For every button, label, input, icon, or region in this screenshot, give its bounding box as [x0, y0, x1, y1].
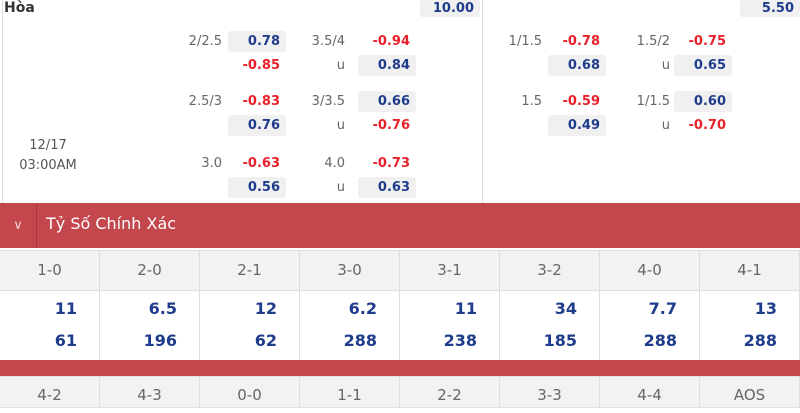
odds-value[interactable]: 0.49 — [548, 115, 606, 136]
under-label: u — [661, 118, 670, 133]
section-title: Tỷ Số Chính Xác — [46, 214, 177, 233]
odds-value[interactable]: 0.76 — [228, 115, 286, 136]
odds-value[interactable]: 12 — [254, 299, 277, 318]
odds-value[interactable]: 13 — [754, 299, 777, 318]
odds-value[interactable]: -0.94 — [372, 34, 410, 49]
score-odds-cell[interactable]: 34 185 — [500, 290, 600, 360]
score-label: 1-0 — [0, 251, 100, 290]
odds-value[interactable]: 196 — [143, 331, 177, 350]
score-label: 2-1 — [200, 251, 300, 290]
total-line: 1/1.5 — [636, 94, 670, 109]
section-header[interactable] — [0, 203, 800, 248]
score-label: 3-0 — [300, 251, 400, 290]
odds-value[interactable]: 11 — [54, 299, 77, 318]
odds-value[interactable]: 62 — [254, 331, 277, 350]
odds-value[interactable]: 0.60 — [674, 91, 732, 112]
odds-value[interactable]: 288 — [643, 331, 677, 350]
odds-value[interactable]: -0.78 — [562, 34, 600, 49]
score-label: 1-1 — [300, 377, 400, 407]
odds-value[interactable]: 185 — [543, 331, 577, 350]
score-label: 0-0 — [200, 377, 300, 407]
odds-value[interactable]: -0.76 — [372, 118, 410, 133]
under-label: u — [661, 58, 670, 73]
score-label: 2-0 — [100, 251, 200, 290]
odds-value[interactable]: 288 — [743, 331, 777, 350]
odds-value[interactable]: 288 — [343, 331, 377, 350]
chevron-down-icon[interactable]: ∨ — [0, 203, 37, 248]
total-line: 3/3.5 — [311, 94, 345, 109]
score-header-row-2: 4-2 4-3 0-0 1-1 2-2 3-3 4-4 AOS — [0, 376, 800, 408]
divider — [2, 0, 3, 203]
divider — [482, 0, 483, 203]
score-label: AOS — [700, 377, 800, 407]
under-label: u — [336, 118, 345, 133]
draw-odds-right[interactable]: 5.50 — [740, 0, 800, 17]
odds-value[interactable]: 0.63 — [358, 177, 416, 198]
score-odds-row: 11 61 6.5 196 12 62 6.2 288 11 238 34 185 7.7 288 13 28… — [0, 290, 800, 360]
odds-value[interactable]: 0.66 — [358, 91, 416, 112]
odds-value[interactable]: -0.63 — [242, 156, 280, 171]
score-odds-cell[interactable]: 12 62 — [200, 290, 300, 360]
outcome-label: Hòa — [4, 0, 35, 16]
odds-value[interactable]: 0.78 — [228, 31, 286, 52]
match-datetime: 12/17 03:00AM — [0, 136, 96, 176]
score-label: 4-0 — [600, 251, 700, 290]
odds-value[interactable]: 7.7 — [648, 299, 677, 318]
odds-value[interactable]: 0.68 — [548, 55, 606, 76]
odds-value[interactable]: 0.65 — [674, 55, 732, 76]
score-label: 4-1 — [700, 251, 800, 290]
odds-value[interactable]: 34 — [554, 299, 577, 318]
odds-value[interactable]: -0.83 — [242, 94, 280, 109]
score-label: 4-3 — [100, 377, 200, 407]
match-date: 12/17 — [29, 138, 67, 153]
score-label: 3-2 — [500, 251, 600, 290]
under-label: u — [336, 58, 345, 73]
score-header-row: 1-0 2-0 2-1 3-0 3-1 3-2 4-0 4-1 — [0, 250, 800, 291]
odds-value[interactable]: -0.73 — [372, 156, 410, 171]
score-label: 2-2 — [400, 377, 500, 407]
handicap-line: 2/2.5 — [188, 34, 222, 49]
odds-value[interactable]: 0.56 — [228, 177, 286, 198]
score-odds-cell[interactable]: 13 288 — [700, 290, 800, 360]
score-label: 4-2 — [0, 377, 100, 407]
under-label: u — [336, 180, 345, 195]
draw-odds-left[interactable]: 10.00 — [420, 0, 480, 17]
score-label: 3-3 — [500, 377, 600, 407]
odds-value[interactable]: -0.85 — [242, 58, 280, 73]
handicap-line: 1.5 — [521, 94, 542, 109]
odds-value[interactable]: 11 — [454, 299, 477, 318]
score-label: 4-4 — [600, 377, 700, 407]
handicap-line: 3.0 — [201, 156, 222, 171]
odds-value[interactable]: -0.75 — [688, 34, 726, 49]
score-label: 3-1 — [400, 251, 500, 290]
odds-value[interactable]: 238 — [443, 331, 477, 350]
section-divider-bar — [0, 360, 800, 376]
handicap-line: 1/1.5 — [508, 34, 542, 49]
match-time: 03:00AM — [19, 158, 77, 173]
score-odds-cell[interactable]: 6.2 288 — [300, 290, 400, 360]
total-line: 4.0 — [324, 156, 345, 171]
handicap-line: 2.5/3 — [188, 94, 222, 109]
odds-value[interactable]: -0.70 — [688, 118, 726, 133]
odds-value[interactable]: 6.5 — [148, 299, 177, 318]
odds-value[interactable]: 6.2 — [348, 299, 377, 318]
score-odds-cell[interactable]: 11 238 — [400, 290, 500, 360]
total-line: 1.5/2 — [636, 34, 670, 49]
score-odds-cell[interactable]: 6.5 196 — [100, 290, 200, 360]
total-line: 3.5/4 — [311, 34, 345, 49]
score-odds-cell[interactable]: 11 61 — [0, 290, 100, 360]
odds-value[interactable]: 61 — [54, 331, 77, 350]
odds-value[interactable]: 0.84 — [358, 55, 416, 76]
odds-value[interactable]: -0.59 — [562, 94, 600, 109]
score-odds-cell[interactable]: 7.7 288 — [600, 290, 700, 360]
